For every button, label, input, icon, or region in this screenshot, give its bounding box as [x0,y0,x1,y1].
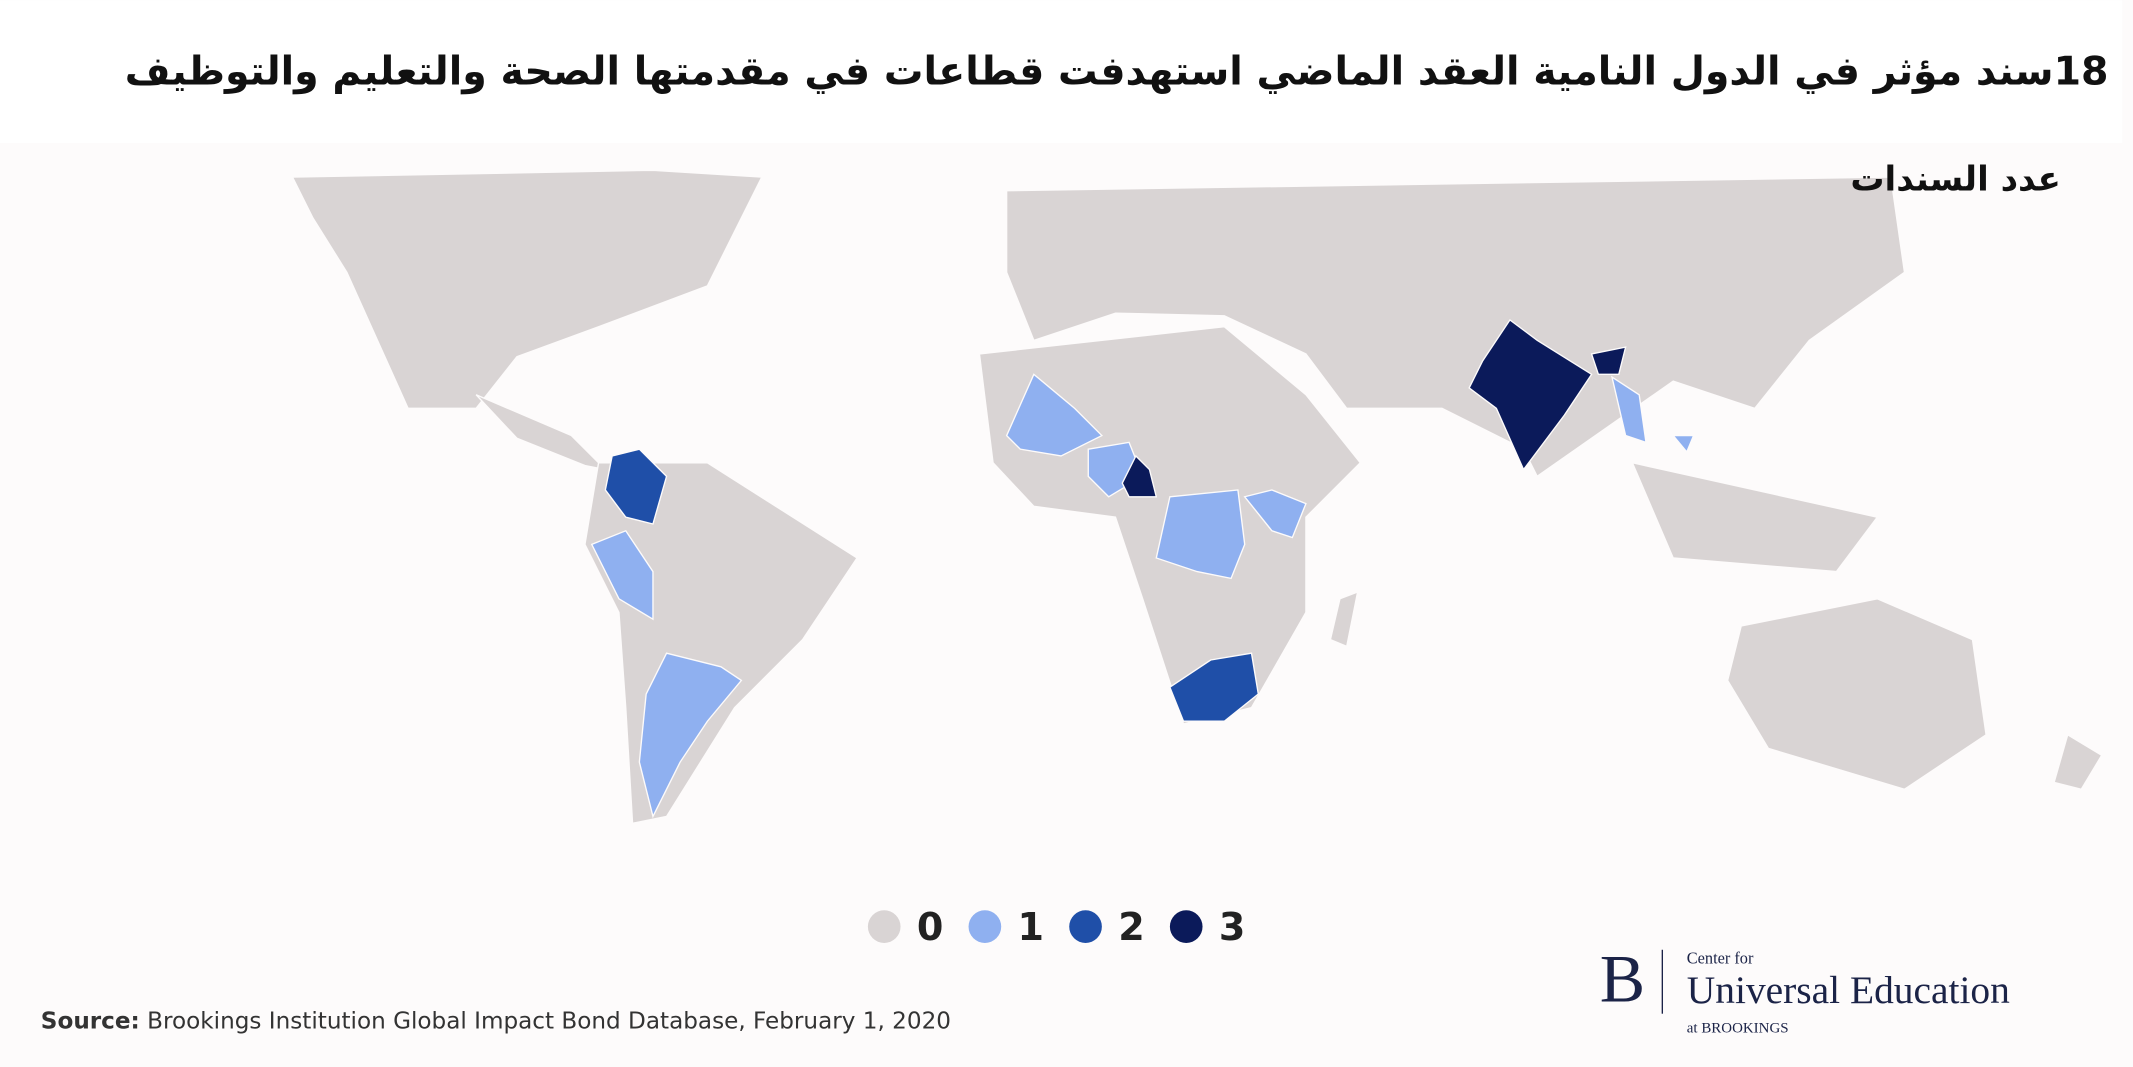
country [1610,375,1647,444]
legend-swatch [867,910,901,943]
logo-letter: B [1600,940,1645,1016]
north-america [291,169,763,410]
central-america [475,394,608,471]
country [638,652,743,819]
subtitle: عدد السندات [1850,160,2061,200]
legend-label: 3 [1219,905,1246,949]
legend-swatch [1069,910,1102,943]
country [1671,434,1695,454]
country [1169,652,1260,722]
country [1121,454,1158,498]
eurasia [1005,176,1906,478]
legend-swatch [968,910,1002,943]
highlighted-regions [590,318,1695,819]
country [1155,489,1246,580]
legend-swatch [1169,910,1203,943]
source-text: Brookings Institution Global Impact Bond… [147,1009,951,1035]
legend-label: 1 [1018,905,1045,949]
legend: 0 1 2 3 [867,905,1246,949]
title-band [0,0,2123,144]
country [1590,346,1627,376]
logo-line2: Universal Education [1687,968,2010,1012]
madagascar [1329,590,1359,648]
source-label: Source: [41,1009,140,1035]
australia [1726,598,1987,790]
country [590,529,654,621]
se-asia-islands [1631,461,1879,573]
logo-line1: Center for [1687,948,1754,967]
country [1468,318,1593,471]
legend-label: 2 [1118,905,1145,949]
country [1005,373,1104,457]
logo-line3: at BROOKINGS [1687,1021,1789,1037]
source: Source: Brookings Institution Global Imp… [41,1009,951,1035]
legend-label: 0 [917,905,944,949]
country [604,448,668,525]
country [1243,489,1307,539]
new-zealand [2053,733,2103,791]
title: 18سند مؤثر في الدول النامية العقد الماضي… [125,49,2109,95]
